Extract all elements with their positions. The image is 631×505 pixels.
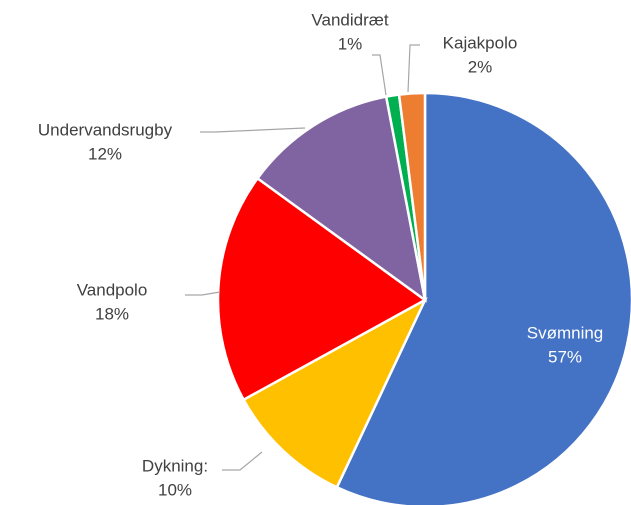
data-label-value: 18% (95, 304, 129, 323)
data-label-value: 2% (468, 57, 493, 76)
pie-slice (335, 91, 631, 505)
data-label-value: 57% (548, 347, 582, 366)
data-label-name: Dykning: (142, 456, 208, 475)
data-label-value: 10% (158, 480, 192, 499)
pie-slice (241, 297, 428, 489)
pie-slice (216, 176, 428, 402)
data-label-name: Vandidræt (311, 10, 388, 29)
data-label-value: 1% (338, 34, 363, 53)
data-label-name: Svømning (527, 323, 604, 342)
leader-line (372, 54, 387, 96)
pie-slice (255, 95, 427, 303)
leader-line (200, 127, 306, 133)
data-label-name: Kajakpolo (443, 33, 518, 52)
data-label-value: 12% (88, 144, 122, 163)
data-label-name: Vandpolo (77, 280, 148, 299)
leader-line (222, 451, 263, 471)
leader-line (407, 44, 420, 93)
pie-slice (397, 91, 427, 301)
leader-line (185, 291, 221, 296)
data-label-name: Undervandsrugby (38, 120, 173, 139)
